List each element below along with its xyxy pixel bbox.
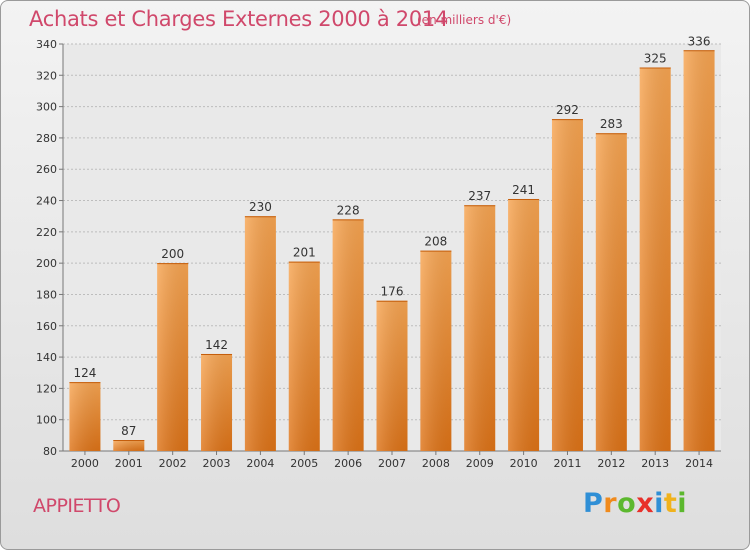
bar-value-label: 292 — [556, 103, 579, 117]
x-tick-label: 2010 — [510, 457, 538, 470]
bar-shading — [157, 263, 189, 451]
y-tick-label: 240 — [36, 195, 57, 208]
x-tick-label: 2005 — [290, 457, 318, 470]
y-tick-label: 260 — [36, 163, 57, 176]
y-tick-label: 120 — [36, 382, 57, 395]
x-tick-label: 2001 — [115, 457, 143, 470]
bar-value-label: 208 — [424, 235, 447, 249]
x-tick-label: 2013 — [641, 457, 669, 470]
bar-value-label: 325 — [644, 51, 667, 65]
y-tick-label: 80 — [43, 445, 57, 458]
y-tick-label: 160 — [36, 320, 57, 333]
y-tick-label: 340 — [36, 38, 57, 51]
bar-shading — [464, 205, 496, 451]
bar-value-label: 87 — [121, 424, 136, 438]
bar-value-label: 237 — [468, 189, 491, 203]
bar-shading — [420, 250, 452, 451]
bar-shading — [683, 50, 715, 452]
bar-shading — [508, 198, 540, 451]
bar-shading — [595, 133, 627, 451]
logo-letter: x — [636, 488, 655, 519]
logo-letter: o — [617, 488, 637, 519]
x-tick-label: 2008 — [422, 457, 450, 470]
bar-value-label: 228 — [337, 203, 360, 217]
bar-value-label: 124 — [73, 366, 96, 380]
bar-shading — [201, 353, 233, 451]
logo-letter: i — [654, 488, 664, 519]
x-tick-label: 2000 — [71, 457, 99, 470]
bar-value-label: 336 — [688, 34, 711, 48]
x-tick-label: 2012 — [597, 457, 625, 470]
logo-letter: i — [677, 488, 688, 519]
y-tick-label: 100 — [36, 414, 57, 427]
x-tick-label: 2007 — [378, 457, 406, 470]
bar-shading — [288, 261, 320, 451]
x-tick-label: 2004 — [246, 457, 274, 470]
chart-title: Achats et Charges Externes 2000 à 2014 — [29, 7, 449, 31]
x-tick-label: 2014 — [685, 457, 713, 470]
logo-letter: r — [603, 488, 618, 519]
y-tick-label: 140 — [36, 351, 57, 364]
bar-value-label: 200 — [161, 247, 184, 261]
y-tick-label: 320 — [36, 69, 57, 82]
y-tick-label: 200 — [36, 257, 57, 270]
y-tick-label: 280 — [36, 132, 57, 145]
proxiti-logo: Proxiti — [583, 488, 687, 519]
x-tick-label: 2011 — [553, 457, 581, 470]
bar-shading — [551, 119, 583, 451]
bar-shading — [376, 300, 408, 451]
bar-shading — [69, 382, 101, 451]
x-tick-label: 2003 — [203, 457, 231, 470]
bar-shading — [639, 67, 671, 451]
bar-shading — [244, 216, 276, 451]
x-tick-label: 2002 — [159, 457, 187, 470]
bar-shading — [113, 440, 145, 451]
location-label: APPIETTO — [33, 495, 121, 517]
logo-letter: t — [663, 488, 678, 519]
chart-subtitle: (en milliers d'€) — [417, 13, 512, 27]
x-tick-label: 2009 — [466, 457, 494, 470]
y-tick-label: 300 — [36, 101, 57, 114]
y-tick-label: 220 — [36, 226, 57, 239]
bar-value-label: 241 — [512, 183, 535, 197]
bar-value-label: 142 — [205, 338, 228, 352]
bar-shading — [332, 219, 364, 451]
bar-value-label: 176 — [381, 285, 404, 299]
bar-value-label: 201 — [293, 246, 316, 260]
bar-value-label: 283 — [600, 117, 623, 131]
y-tick-label: 180 — [36, 288, 57, 301]
bar-value-label: 230 — [249, 200, 272, 214]
x-tick-label: 2006 — [334, 457, 362, 470]
logo-letter: P — [583, 488, 604, 519]
